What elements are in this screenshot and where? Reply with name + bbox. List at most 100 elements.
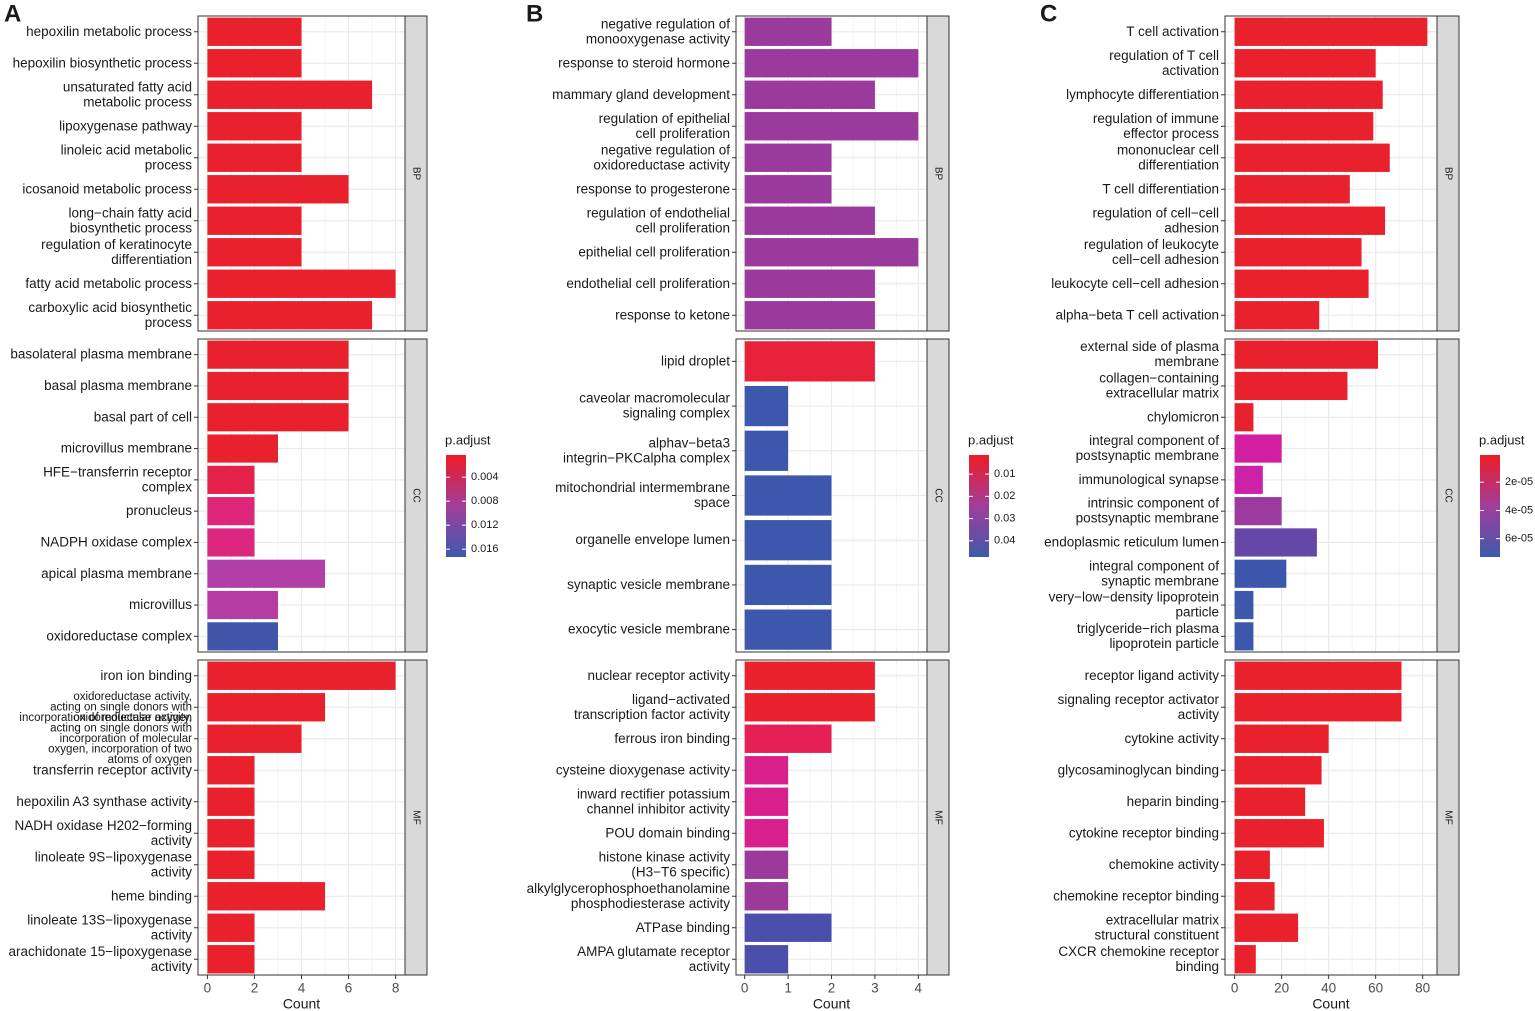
category-label: POU domain binding bbox=[605, 825, 730, 840]
bar bbox=[207, 882, 326, 911]
category-label: leukocyte cell−cell adhesion bbox=[1051, 275, 1219, 290]
bar bbox=[207, 590, 278, 620]
category-label: basal part of cell bbox=[94, 409, 192, 424]
category-label: nuclear receptor activity bbox=[587, 667, 730, 682]
bar bbox=[1234, 913, 1299, 942]
x-tick-label: 0 bbox=[741, 981, 749, 996]
bar bbox=[744, 564, 832, 606]
category-label: chemokine activity bbox=[1109, 856, 1220, 871]
bar bbox=[1234, 559, 1287, 588]
category-label: oxidoreductase complex bbox=[46, 628, 192, 643]
category-label: cytokine activity bbox=[1124, 730, 1219, 745]
category-label: caveolar macromolecular signaling complex bbox=[579, 390, 730, 420]
bar bbox=[1234, 756, 1322, 785]
facet-strip bbox=[926, 659, 950, 976]
bar bbox=[1234, 434, 1282, 463]
facet-label: MF bbox=[932, 810, 943, 824]
category-label: mitochondrial intermembrane space bbox=[555, 480, 730, 510]
bar bbox=[207, 724, 302, 753]
category-label: microvillus membrane bbox=[61, 440, 192, 455]
bar bbox=[1234, 622, 1254, 651]
bar bbox=[207, 497, 255, 526]
category-label: iron ion binding bbox=[100, 667, 192, 682]
x-tick-label: 0 bbox=[204, 981, 212, 996]
category-label: mononuclear cell differentiation bbox=[1117, 142, 1219, 172]
bar bbox=[1234, 403, 1254, 432]
bar bbox=[744, 520, 832, 561]
category-label: basal plasma membrane bbox=[44, 378, 192, 393]
x-tick-label: 4 bbox=[298, 981, 306, 996]
bar bbox=[1234, 528, 1317, 557]
bar bbox=[744, 341, 875, 382]
bar bbox=[207, 787, 255, 816]
category-label: collagen−containing extracellular matrix bbox=[1099, 370, 1219, 400]
category-label: unsaturated fatty acid metabolic process bbox=[63, 79, 192, 109]
bar bbox=[207, 945, 255, 974]
facet-strip bbox=[1436, 659, 1460, 976]
category-label: microvillus bbox=[129, 597, 192, 612]
bar bbox=[207, 528, 255, 557]
x-tick-label: 80 bbox=[1415, 981, 1430, 996]
bar bbox=[1234, 945, 1256, 974]
legend-title: p.adjust bbox=[1479, 432, 1525, 447]
bar bbox=[744, 430, 789, 471]
bar bbox=[207, 465, 255, 494]
category-label: linoleate 9S−lipoxygenase activity bbox=[35, 849, 192, 879]
colorbar-tick-label: 0.04 bbox=[994, 535, 1015, 547]
category-label: NADPH oxidase complex bbox=[40, 534, 192, 549]
x-tick-label: 1 bbox=[784, 981, 792, 996]
bar bbox=[207, 340, 349, 369]
x-tick-label: 2 bbox=[251, 981, 259, 996]
bar bbox=[1234, 590, 1254, 620]
bar bbox=[744, 756, 789, 785]
bar bbox=[744, 301, 875, 330]
bar bbox=[207, 819, 255, 848]
category-label: HFE−transferrin receptor complex bbox=[43, 464, 192, 494]
facet-label: CC bbox=[1442, 488, 1453, 502]
category-label: T cell differentiation bbox=[1102, 181, 1219, 196]
category-label: CXCR chemokine receptor binding bbox=[1058, 943, 1219, 973]
x-tick-label: 6 bbox=[345, 981, 353, 996]
bar bbox=[1234, 850, 1270, 879]
category-label: hepoxilin metabolic process bbox=[26, 23, 192, 38]
category-label: ligand−activated transcription factor act… bbox=[574, 691, 730, 721]
category-label: pronucleus bbox=[126, 503, 192, 518]
category-label: cysteine dioxygenase activity bbox=[556, 762, 730, 777]
category-label: regulation of leukocyte cell−cell adhesio… bbox=[1084, 236, 1219, 266]
category-label: organelle envelope lumen bbox=[575, 532, 730, 547]
colorbar-tick-label: 2e-05 bbox=[1505, 476, 1533, 488]
category-label: lipid droplet bbox=[661, 353, 730, 368]
category-label: epithelial cell proliferation bbox=[578, 244, 730, 259]
category-label: arachidonate 15−lipoxygenase activity bbox=[8, 943, 192, 973]
category-label: heparin binding bbox=[1127, 793, 1219, 808]
category-label: signaling receptor activator activity bbox=[1058, 691, 1220, 721]
category-label: external side of plasma membrane bbox=[1080, 339, 1219, 369]
bar bbox=[1234, 497, 1282, 526]
bar bbox=[744, 945, 789, 974]
bar bbox=[207, 301, 373, 330]
category-label: histone kinase activity (H3−T6 specific) bbox=[599, 849, 731, 879]
category-label: oxidoreductase activity, acting on single… bbox=[19, 691, 192, 724]
bar bbox=[744, 385, 789, 427]
x-tick-label: 0 bbox=[1231, 981, 1239, 996]
category-label: regulation of endothelial cell proliferat… bbox=[587, 205, 730, 235]
bar bbox=[1234, 206, 1386, 235]
facet-strip bbox=[1436, 15, 1460, 332]
category-label: response to progesterone bbox=[576, 181, 730, 196]
bar bbox=[1234, 269, 1369, 298]
panel-label: C bbox=[1040, 0, 1057, 27]
facet-label: BP bbox=[932, 167, 943, 181]
x-axis-label: Count bbox=[813, 996, 850, 1011]
category-label: inward rectifier potassium channel inhibi… bbox=[577, 786, 730, 816]
category-label: glycosaminoglycan binding bbox=[1058, 762, 1219, 777]
x-tick-label: 3 bbox=[871, 981, 879, 996]
bar bbox=[744, 49, 919, 78]
panel-label: B bbox=[526, 0, 543, 27]
category-label: icosanoid metabolic process bbox=[22, 181, 192, 196]
x-tick-label: 4 bbox=[915, 981, 923, 996]
bar bbox=[207, 622, 278, 651]
facet-strip bbox=[926, 15, 950, 332]
bar bbox=[744, 269, 875, 298]
bar bbox=[207, 403, 349, 432]
bar bbox=[1234, 238, 1362, 267]
